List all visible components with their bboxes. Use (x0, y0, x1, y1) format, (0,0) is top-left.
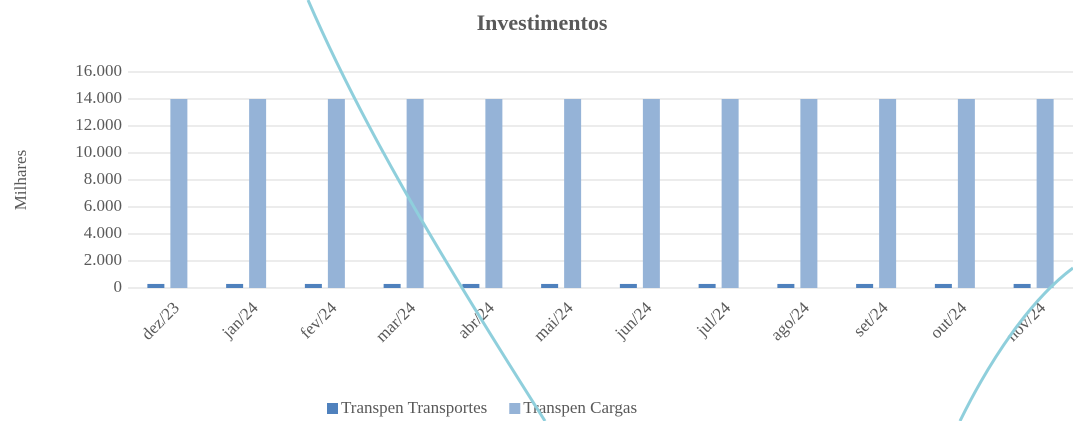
x-tick-label: ago/24 (767, 298, 814, 345)
y-tick-label: 8.000 (84, 169, 122, 188)
bar (147, 283, 165, 288)
legend-swatch (327, 403, 338, 414)
bar (304, 283, 322, 288)
bar (721, 99, 739, 288)
x-tick-label: set/24 (850, 298, 893, 341)
y-tick-label: 14.000 (75, 88, 122, 107)
bar (642, 99, 660, 288)
bar (383, 283, 401, 288)
bar (564, 99, 582, 288)
legend-label: Transpen Cargas (523, 398, 637, 417)
bar (856, 283, 874, 288)
legend-swatch (509, 403, 521, 414)
y-tick-label: 10.000 (75, 142, 122, 161)
x-tick-label: out/24 (926, 298, 971, 343)
plot-area: 0 2.000 4.000 6.000 8.000 10.000 12.000 14.000 1… (75, 61, 1073, 417)
y-tick-label: 0 (114, 277, 123, 296)
bar (485, 99, 503, 288)
bar (800, 99, 818, 288)
bar (541, 283, 559, 288)
y-tick-label: 2.000 (84, 250, 122, 269)
x-tick-label: jan/24 (218, 298, 263, 343)
bar (170, 99, 188, 288)
bar (327, 99, 345, 288)
decorative-curve (306, 0, 547, 421)
y-tick-label: 4.000 (84, 223, 122, 242)
y-axis-label: Milhares (11, 150, 30, 210)
y-tick-label: 6.000 (84, 196, 122, 215)
x-tick-label: mar/24 (372, 298, 420, 346)
chart-title: Investimentos (477, 10, 608, 35)
x-tick-label: dez/23 (137, 298, 182, 343)
x-tick-label: jul/24 (692, 298, 735, 341)
bar (406, 99, 424, 288)
bar (957, 99, 975, 288)
x-tick-label: mai/24 (530, 298, 577, 345)
x-tick-label: fev/24 (296, 298, 340, 342)
legend-label: Transpen Transportes (341, 398, 487, 417)
bar (1013, 283, 1031, 288)
bar (1036, 99, 1054, 288)
bar (226, 283, 244, 288)
bar (777, 283, 795, 288)
decorative-curve (958, 266, 1073, 421)
bar (698, 283, 716, 288)
x-tick-label: jun/24 (611, 298, 656, 343)
bar (249, 99, 267, 288)
y-tick-label: 16.000 (75, 61, 122, 80)
bar (462, 283, 480, 288)
y-tick-label: 12.000 (75, 115, 122, 134)
bar (879, 99, 897, 288)
bar (619, 283, 637, 288)
bar (934, 283, 952, 288)
